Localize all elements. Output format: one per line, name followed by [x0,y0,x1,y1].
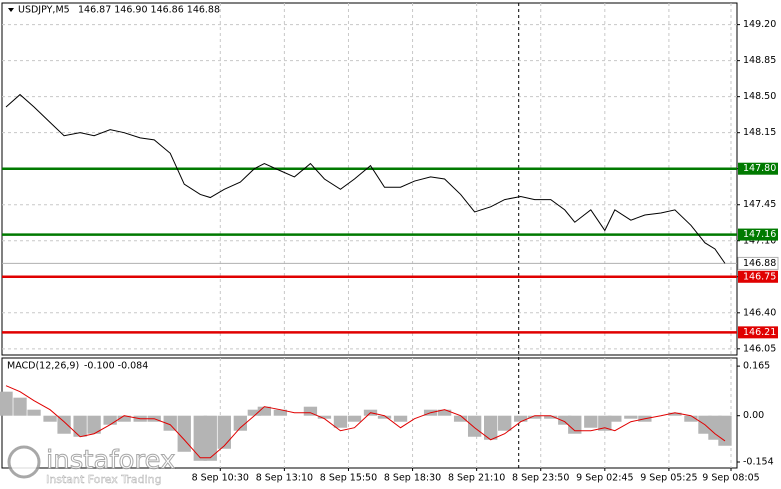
histogram-bar [708,415,722,440]
watermark-logo [7,445,41,479]
histogram-bar [514,415,528,422]
y-tick-label: 146.05 [743,343,776,354]
level-label-box [738,162,778,175]
price-line [5,93,726,264]
x-tick-label: 8 Sep 23:50 [512,473,569,484]
layer: 149.20 148.85 148.50 148.15 147.80 147.45 147.… [0,3,779,484]
main-header: USDJPY,M5 146.87 146.90 146.86 146.88 [8,5,220,16]
level-label: 147.16 [743,229,776,240]
level-label-box [738,228,778,241]
histogram-bar [558,415,572,425]
histogram-bar [624,415,638,419]
histogram-bar [13,397,27,416]
x-tick-label: 9 Sep 05:25 [640,473,697,484]
histogram-bar [257,406,272,416]
histogram-bar [87,415,101,434]
x-tick-label: 8 Sep 13:10 [256,473,313,484]
histogram-bar [467,415,482,437]
histogram-bar [317,415,332,419]
y-tick-label: 0.00 [743,410,764,421]
histogram-bar [203,415,217,461]
macd-values: -0.100 -0.084 [84,361,148,372]
y-tick-label: 147.45 [743,199,776,210]
x-tick-label: 9 Sep 02:45 [576,473,633,484]
level-label: 146.21 [743,327,776,338]
x-tick-label: 9 Sep 08:05 [702,473,759,484]
histogram-bar [333,415,348,428]
histogram-bar [177,415,191,452]
histogram-bar [377,415,392,419]
histogram-bar [247,409,262,416]
symbol-title: USDJPY,M5 [18,5,70,16]
histogram-bar [498,415,512,431]
histogram-bar [437,409,452,416]
level-label: 146.75 [743,271,776,282]
main-panel [1,2,738,356]
y-tick-label: 148.50 [743,91,776,102]
watermark-tagline: Instant Forex Trading [46,473,162,486]
watermark-brand: instaforex [46,446,175,476]
level-label-box [738,326,778,339]
histogram-bar [484,415,498,440]
histogram-bar [668,412,682,416]
histogram-bar [303,406,318,416]
y-tick-label: 148.15 [743,127,776,138]
current-price-box [737,256,779,270]
y-tick-label: 0.165 [743,361,770,372]
y-tick-label: 147.10 [743,235,776,246]
histogram-bar [103,415,117,425]
histogram-bar [57,415,71,434]
histogram-bar [347,415,362,422]
histogram-bar [27,409,41,416]
histogram-bar [528,415,542,419]
current-price-label: 146.88 [743,258,776,269]
histogram-bar [73,415,87,437]
signal-line [5,385,726,459]
histogram-bar [684,415,698,422]
histogram-bar [393,415,408,422]
histogram-bar [273,409,288,416]
x-tick-label: 8 Sep 21:10 [448,473,505,484]
y-tick-label: 149.20 [743,19,776,30]
level-label-box [738,270,778,283]
histogram-bar [0,391,13,416]
ohlc-values: 146.87 146.90 146.86 146.88 [78,5,220,16]
histogram-bar [43,415,57,422]
x-tick-label: 8 Sep 18:30 [384,473,441,484]
histogram-bar [718,415,732,446]
histogram-bar [117,415,131,422]
histogram-bar [163,415,177,431]
histogram-bar [544,415,558,419]
macd-title: MACD(12,26,9) [7,361,79,372]
histogram-bar [584,415,598,428]
level-label: 147.80 [743,163,776,174]
histogram-bar [233,415,247,431]
x-tick-label: 8 Sep 10:30 [192,473,249,484]
histogram-bar [217,415,231,449]
watermark: instaforex Instant Forex Trading [7,445,176,486]
y-tick-label: 146.40 [743,307,776,318]
x-tick-label: 8 Sep 15:50 [320,473,377,484]
y-tick-label: 148.85 [743,55,776,66]
histogram-bar [598,415,612,431]
histogram-bar [453,415,468,422]
y-tick-label: -0.154 [743,456,774,467]
histogram-bar [568,415,582,434]
histogram-bar [608,415,622,422]
histogram-bar [193,415,207,461]
header-arrow [8,8,14,12]
